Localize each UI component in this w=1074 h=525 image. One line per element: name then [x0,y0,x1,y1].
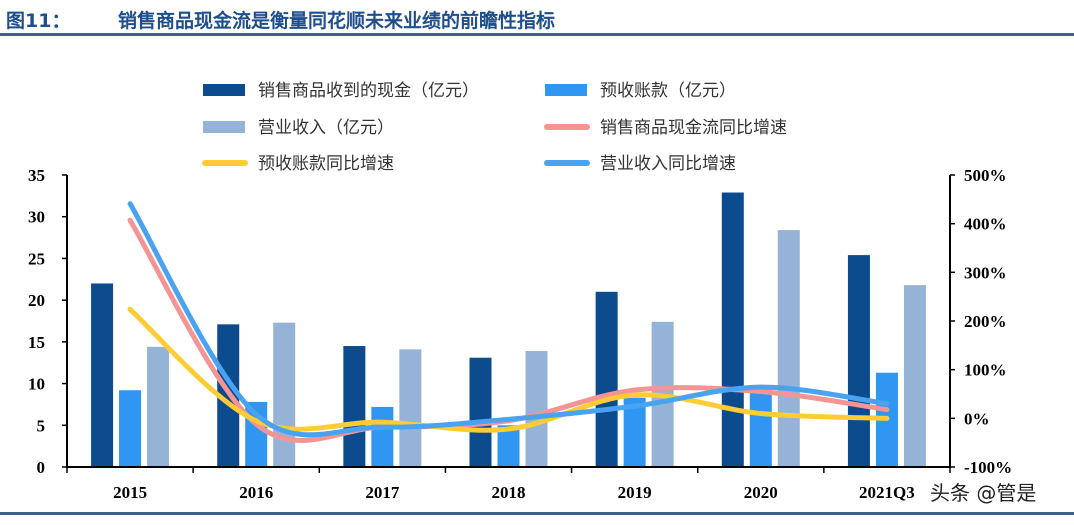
right-tick-label: 500% [964,166,1007,185]
bar-1-2018 [497,425,520,467]
legend-swatch-2 [203,121,245,133]
bottom-divider [0,512,1074,515]
bars [91,192,926,467]
bar-2-2015 [147,346,170,467]
figure-title: 图11： 销售商品现金流是衡量同花顺未来业绩的前瞻性指标 [6,6,555,33]
legend-swatch-1 [545,84,587,96]
legend-label-4: 预收账款同比增速 [258,154,394,174]
left-tick-label: 5 [37,416,46,435]
line-series-0 [127,217,890,443]
bar-0-2017 [343,346,366,467]
x-tick-label: 2015 [113,483,147,502]
bar-2-2018 [525,351,548,467]
legend: 销售商品收到的现金（亿元） 预收账款（亿元） 营业收入（亿元） 销售商品现金流同比增速… [202,81,787,174]
left-tick-label: 35 [28,166,45,185]
left-tick-label: 10 [28,375,45,394]
right-tick-label: 0% [964,409,990,428]
bar-2-2017 [399,349,422,467]
bar-0-2020 [721,192,744,467]
left-tick-label: 30 [28,208,45,227]
right-tick-label: -100% [964,458,1012,477]
lines [127,201,890,443]
x-tick-label: 2018 [492,483,526,502]
right-tick-label: 200% [964,312,1007,331]
axes: 0 5 10 15 20 25 30 35 -100% 0% 100% 200% 300% 400% 500… [28,166,1012,502]
x-tick-label: 2016 [239,483,273,502]
left-tick-label: 15 [28,333,45,352]
right-tick-label: 400% [964,215,1007,234]
x-tick-label: 2020 [744,483,778,502]
legend-label-2: 营业收入（亿元） [258,118,394,138]
x-tick-label: 2017 [365,483,400,502]
legend-label-3: 销售商品现金流同比增速 [600,118,787,138]
left-tick-label: 25 [28,249,45,268]
watermark: 头条 @管是 [930,481,1036,505]
bar-1-2020 [749,387,772,467]
bar-2-2016 [273,322,296,467]
left-tick-label: 0 [37,458,46,477]
bar-0-2018 [469,357,492,467]
x-tick-label: 2019 [618,483,652,502]
bar-1-2015 [119,390,142,467]
legend-label-1: 预收账款（亿元） [600,81,736,101]
right-tick-label: 100% [964,361,1007,380]
bar-0-2021Q3 [847,255,870,467]
x-tick-label: 2021Q3 [859,483,915,502]
figure-title-text: 销售商品现金流是衡量同花顺未来业绩的前瞻性指标 [118,10,556,32]
legend-label-5: 营业收入同比增速 [600,154,736,174]
bar-1-2017 [371,406,394,467]
bar-0-2015 [91,283,114,467]
legend-label-0: 销售商品收到的现金（亿元） [258,81,479,101]
line-series-2 [127,201,890,438]
left-tick-label: 20 [28,291,45,310]
title-divider [0,33,1074,36]
right-tick-label: 300% [964,263,1007,282]
bar-2-2020 [777,230,800,467]
bar-0-2019 [595,291,618,467]
bar-2-2021Q3 [903,285,926,467]
line-series-1 [127,306,890,433]
legend-swatch-0 [203,84,245,96]
bar-1-2019 [623,397,646,467]
figure-number: 图11： [6,10,71,32]
